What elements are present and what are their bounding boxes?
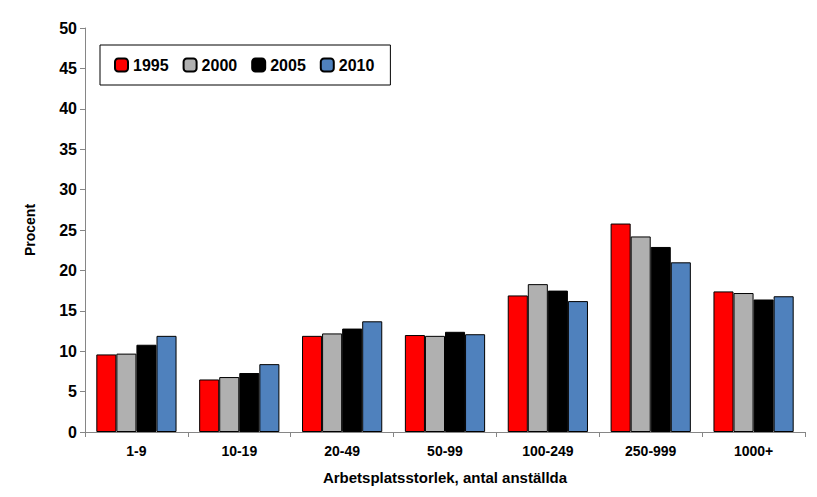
- svg-text:2000: 2000: [202, 57, 238, 74]
- svg-text:20-49: 20-49: [324, 443, 360, 459]
- svg-text:25: 25: [59, 222, 77, 239]
- svg-text:2010: 2010: [339, 57, 375, 74]
- svg-text:15: 15: [59, 302, 77, 319]
- svg-text:1995: 1995: [133, 57, 169, 74]
- svg-text:250-999: 250-999: [625, 443, 677, 459]
- svg-text:0: 0: [68, 424, 77, 441]
- svg-text:50-99: 50-99: [427, 443, 463, 459]
- svg-text:Procent: Procent: [22, 204, 38, 256]
- svg-text:10: 10: [59, 343, 77, 360]
- svg-text:20: 20: [59, 262, 77, 279]
- svg-text:10-19: 10-19: [221, 443, 257, 459]
- svg-text:30: 30: [59, 181, 77, 198]
- svg-text:2005: 2005: [270, 57, 306, 74]
- svg-text:40: 40: [59, 100, 77, 117]
- svg-text:Arbetsplatsstorlek, antal anst: Arbetsplatsstorlek, antal anställda: [323, 469, 568, 486]
- svg-text:35: 35: [59, 141, 77, 158]
- svg-text:1000+: 1000+: [734, 443, 773, 459]
- svg-text:45: 45: [59, 60, 77, 77]
- svg-text:100-249: 100-249: [522, 443, 574, 459]
- svg-text:50: 50: [59, 20, 77, 37]
- svg-text:5: 5: [68, 383, 77, 400]
- svg-text:1-9: 1-9: [126, 443, 146, 459]
